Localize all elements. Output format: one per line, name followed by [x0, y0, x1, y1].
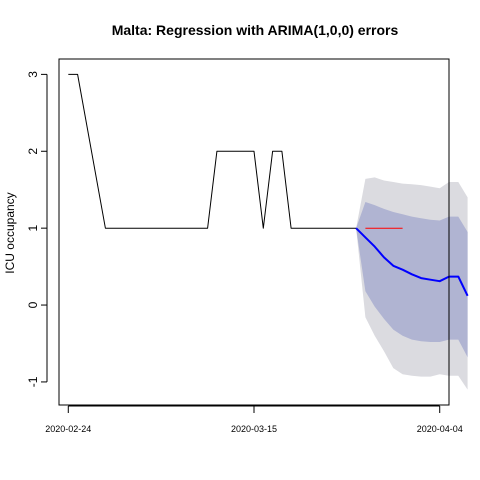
y-tick-label: 3 — [26, 71, 40, 78]
observed-line — [68, 73, 357, 229]
x-tick-label: 2020-03-15 — [231, 424, 277, 434]
y-tick-label: -1 — [26, 376, 40, 387]
prediction-interval-80 — [356, 202, 468, 358]
prediction-intervals — [356, 177, 468, 390]
y-tick-label: 1 — [26, 225, 40, 232]
x-tick-label: 2020-02-24 — [45, 424, 91, 434]
chart-title: Malta: Regression with ARIMA(1,0,0) erro… — [112, 22, 399, 38]
y-tick-label: 2 — [26, 148, 40, 155]
y-tick-label: 0 — [26, 301, 40, 308]
x-axis: 2020-02-24 2020-03-15 2020-04-04 — [45, 405, 463, 434]
plot-frame — [58, 58, 450, 406]
y-axis: -1 0 1 2 3 — [26, 71, 48, 387]
y-axis-label: ICU occupancy — [3, 192, 17, 273]
x-tick-label: 2020-04-04 — [417, 424, 463, 434]
